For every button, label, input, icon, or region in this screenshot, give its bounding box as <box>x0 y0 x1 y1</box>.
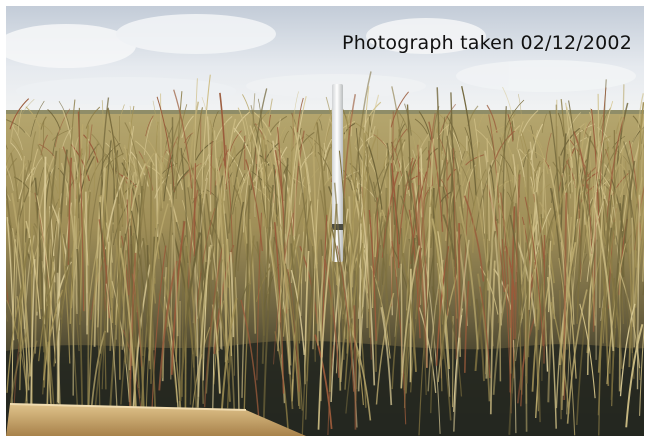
photo-caption: Photograph taken 02/12/2002 <box>342 32 632 54</box>
marsh-scene <box>6 6 644 436</box>
photograph: Photograph taken 02/12/2002 <box>6 6 644 436</box>
wooden-board <box>6 404 306 436</box>
horizon-line <box>6 110 644 116</box>
